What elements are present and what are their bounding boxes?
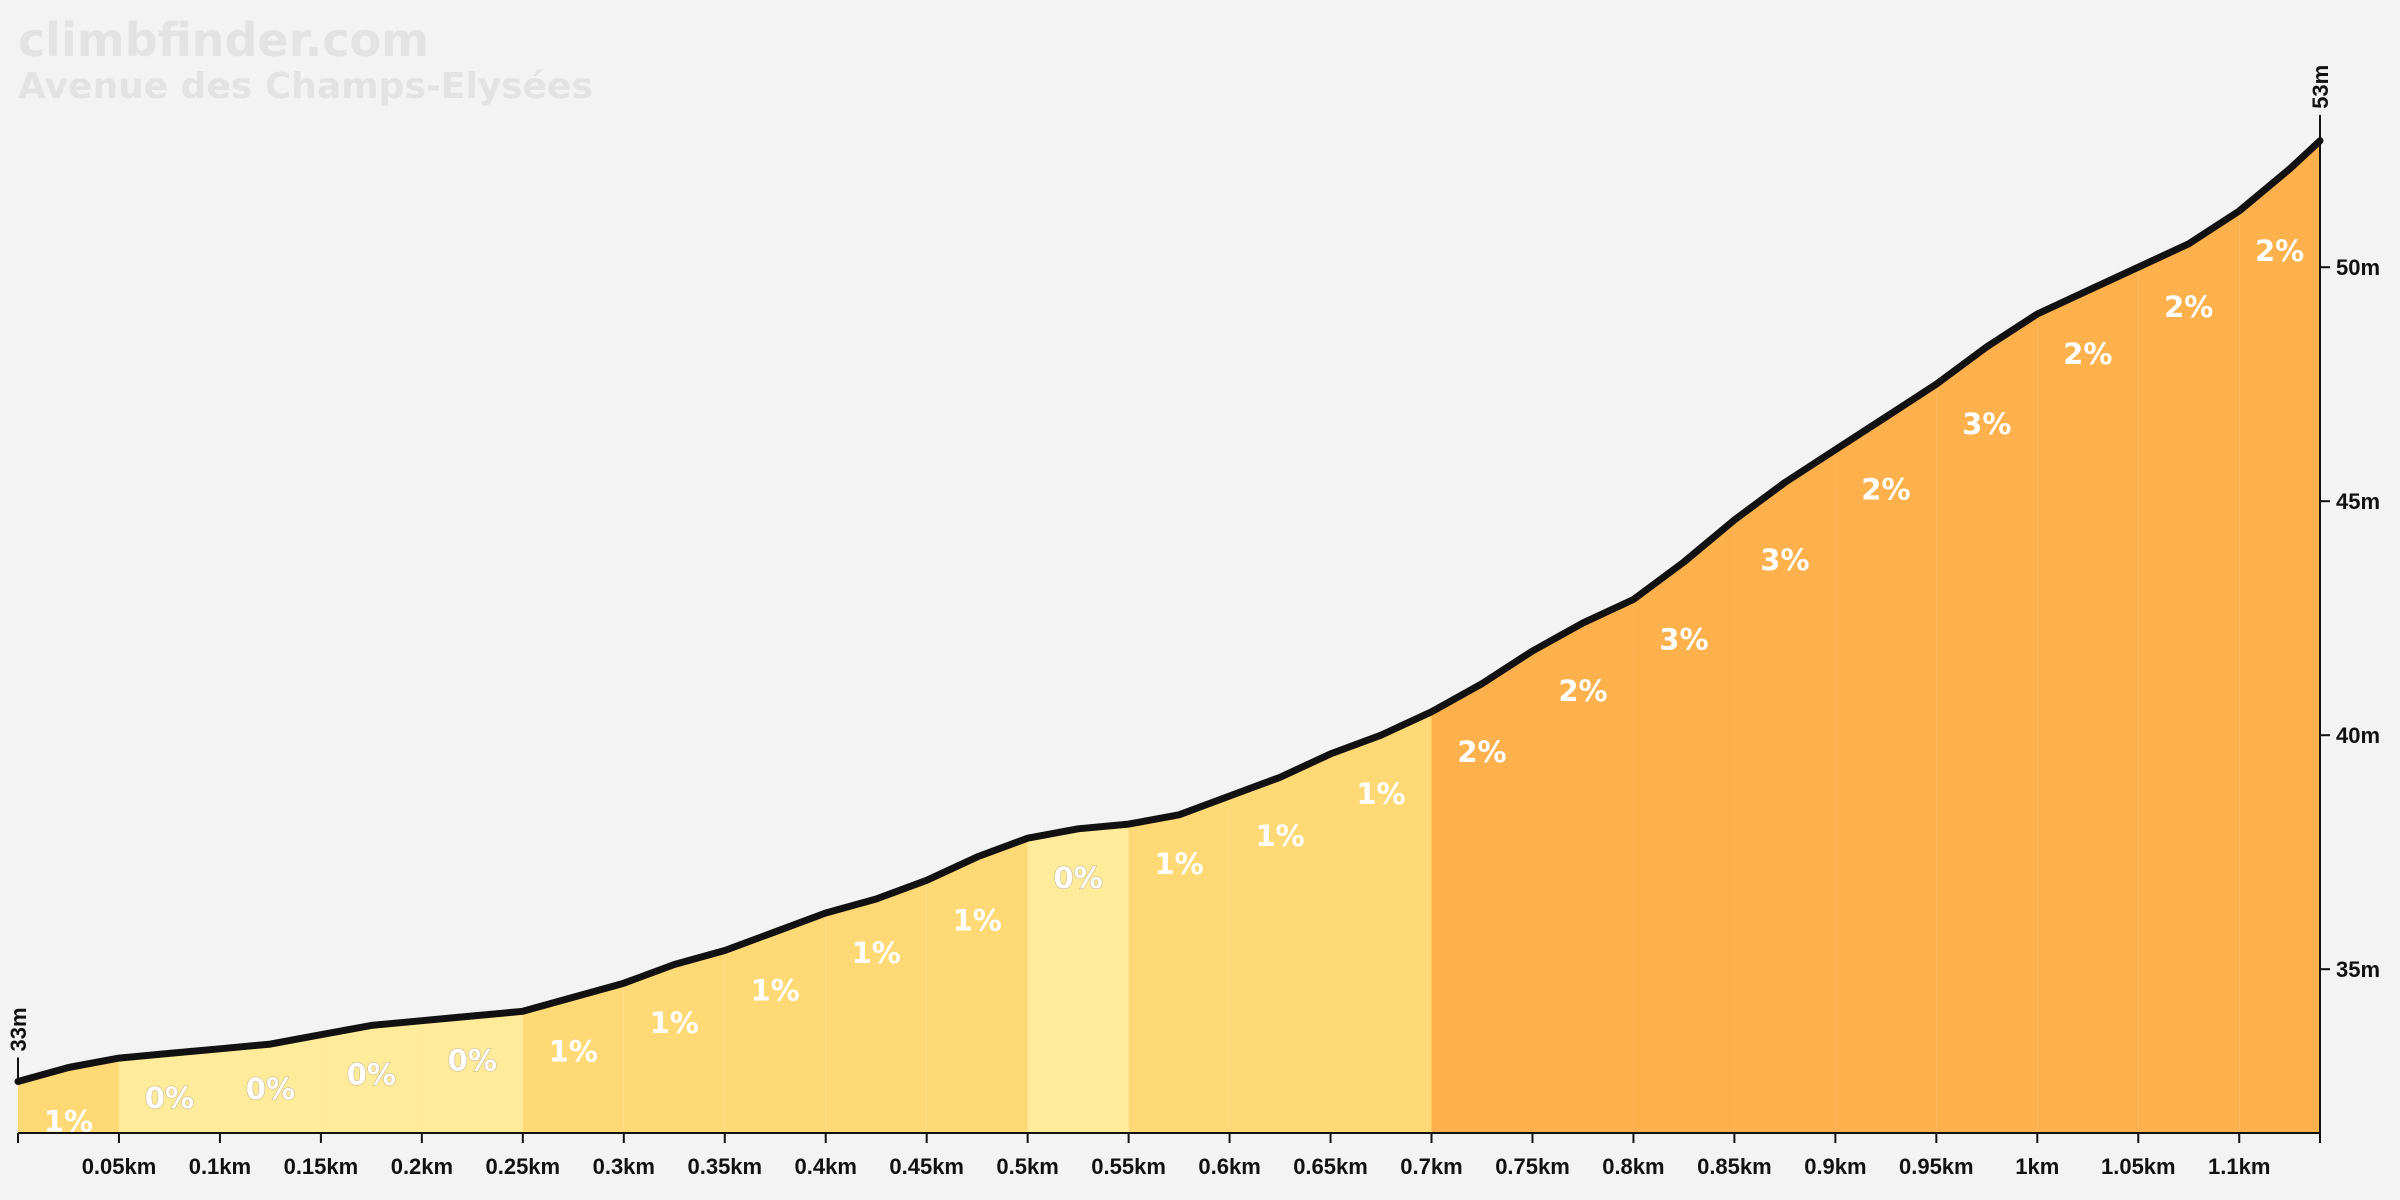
x-tick-label: 0.7km: [1400, 1154, 1462, 1179]
x-tick-label: 1.1km: [2208, 1154, 2270, 1179]
x-tick-label: 0.4km: [795, 1154, 857, 1179]
x-tick-label: 0.15km: [284, 1154, 359, 1179]
grade-segment-17: [1633, 519, 1735, 1133]
end-labels: 33m 53m: [6, 65, 2333, 1082]
x-tick-label: 0.6km: [1198, 1154, 1260, 1179]
grade-segment-12: [1128, 796, 1230, 1133]
x-tick-label: 0.25km: [485, 1154, 560, 1179]
x-tick-label: 0.85km: [1697, 1154, 1772, 1179]
grade-segment-19: [1835, 384, 1937, 1133]
end-elevation-label: 53m: [2308, 65, 2333, 109]
x-tick-label: 0.9km: [1804, 1154, 1866, 1179]
x-tick-label: 0.65km: [1293, 1154, 1368, 1179]
brand-site: climbfinder.com: [18, 13, 429, 67]
x-tick-label: 1.05km: [2101, 1154, 2176, 1179]
x-tick-label: 0.8km: [1602, 1154, 1664, 1179]
grade-label: 1%: [1154, 847, 1203, 881]
grade-label: 1%: [953, 903, 1002, 937]
grade-label: 2%: [1457, 735, 1506, 769]
y-tick-label: 50m: [2336, 255, 2380, 280]
grade-label: 1%: [549, 1034, 598, 1068]
grade-segment-7: [623, 950, 725, 1133]
grade-segment-23: [2239, 140, 2320, 1134]
x-tick-label: 0.35km: [687, 1154, 762, 1179]
start-elevation-label: 33m: [6, 1007, 31, 1051]
grade-label: 0%: [347, 1058, 396, 1092]
grade-segment-2: [119, 1048, 220, 1133]
x-tick-label: 0.05km: [82, 1154, 157, 1179]
grade-label: 3%: [1659, 623, 1708, 657]
x-tick-label: 1km: [2015, 1154, 2059, 1179]
grade-segment-3: [219, 1034, 321, 1133]
grade-label: 1%: [1255, 819, 1304, 853]
grade-label: 3%: [1962, 407, 2011, 441]
grade-label: 2%: [2164, 290, 2213, 324]
grade-segment-21: [2037, 267, 2139, 1133]
profile-line-group: [14, 137, 2324, 1085]
grade-label: 1%: [852, 936, 901, 970]
grade-label: 0%: [448, 1044, 497, 1078]
grade-segment-11: [1027, 824, 1129, 1133]
grade-label: 0%: [145, 1081, 194, 1115]
x-tick-label: 0.2km: [391, 1154, 453, 1179]
grade-labels: 1%0% 0% 0% 0% 1%1%1%1%1%0% 1%1%1%2%2%3%3%2%3%…: [44, 234, 2304, 1139]
grade-segment-4: [320, 1020, 422, 1133]
x-tick-label: 0.45km: [889, 1154, 964, 1179]
grade-segment-8: [724, 913, 826, 1133]
grade-segment-10: [926, 838, 1028, 1133]
x-tick-label: 0.1km: [189, 1154, 251, 1179]
grade-segment-6: [522, 983, 624, 1133]
grade-label: 2%: [2255, 234, 2304, 268]
grade-label: 0%: [246, 1072, 295, 1106]
grade-label: 0%: [1053, 861, 1102, 895]
grade-label: 2%: [1558, 674, 1607, 708]
grade-segment-5: [421, 1011, 523, 1133]
grade-segment-13: [1229, 753, 1331, 1133]
x-tick-label: 0.3km: [593, 1154, 655, 1179]
y-tick-label: 40m: [2336, 723, 2380, 748]
x-tick-label: 0.75km: [1495, 1154, 1570, 1179]
grade-label: 1%: [751, 974, 800, 1008]
grade-label: 1%: [650, 1006, 699, 1040]
grade-segment-20: [1936, 314, 2038, 1133]
grade-label: 2%: [2063, 337, 2112, 371]
grade-segment-9: [825, 880, 927, 1133]
grade-segment-15: [1431, 651, 1533, 1133]
grade-segments: [18, 140, 2320, 1134]
y-tick-label: 35m: [2336, 957, 2380, 982]
axes: 0.05km 0.1km 0.15km 0.2km 0.25km 0.3km 0.35km 0…: [17, 134, 2380, 1179]
x-tick-label: 0.5km: [996, 1154, 1058, 1179]
profile-line: [14, 137, 2324, 1085]
grade-segment-18: [1734, 449, 1836, 1133]
grade-label: 1%: [1356, 777, 1405, 811]
grade-segment-16: [1532, 599, 1634, 1133]
x-tick-label: 0.95km: [1899, 1154, 1974, 1179]
grade-label: 2%: [1861, 473, 1910, 507]
brand-climb-name: Avenue des Champs-Elysées: [18, 66, 593, 107]
x-tick-label: 0.55km: [1091, 1154, 1166, 1179]
y-tick-label: 45m: [2336, 489, 2380, 514]
grade-segment-14: [1330, 711, 1432, 1133]
grade-segment-22: [2138, 211, 2240, 1133]
grade-label: 3%: [1760, 543, 1809, 577]
